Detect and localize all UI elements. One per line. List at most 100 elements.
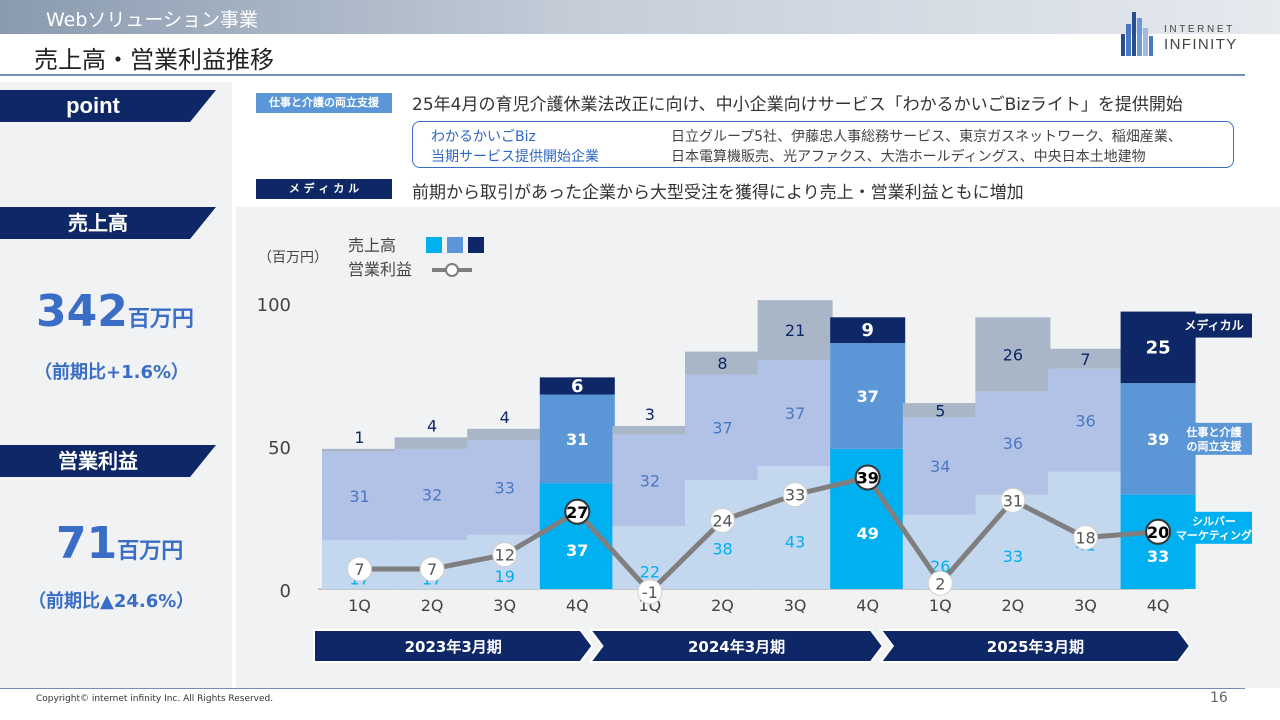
data-label-silver: 49 xyxy=(857,524,879,543)
data-label-medical: 6 xyxy=(571,376,584,397)
bar-segment xyxy=(1048,348,1123,369)
profit-value-label: 20 xyxy=(1147,523,1169,542)
x-tick-label: 1Q xyxy=(348,596,371,615)
data-label-silver: 37 xyxy=(566,541,588,560)
series-tag-label: の両立支援 xyxy=(1187,439,1243,453)
data-label-medical: 9 xyxy=(861,320,874,341)
data-label-silver: 26 xyxy=(930,557,950,576)
profit-value-label: 24 xyxy=(712,511,732,530)
bar-segment xyxy=(467,440,543,535)
period-label: 2024年3月期 xyxy=(688,638,785,656)
series-tag-box xyxy=(1176,511,1252,544)
profit-value-label: 39 xyxy=(857,468,879,487)
bar-segment xyxy=(685,374,760,481)
profit-value-label: 12 xyxy=(495,546,515,565)
x-tick-label: 2Q xyxy=(1002,596,1025,615)
bar-segment xyxy=(539,377,615,395)
data-label-care: 31 xyxy=(349,487,369,506)
bar-segment xyxy=(975,391,1051,495)
bar-segment xyxy=(394,437,470,449)
data-label-silver: 43 xyxy=(785,533,805,552)
data-label-care: 36 xyxy=(1003,434,1023,453)
data-label-medical: 3 xyxy=(645,405,655,424)
client-list-box: わかるかいごBiz 当期サービス提供開始企業 日立グループ5社、伊藤忠人事総務サ… xyxy=(412,121,1234,168)
data-label-care: 37 xyxy=(857,387,879,406)
x-tick-label: 3Q xyxy=(493,596,516,615)
logo-building-icon xyxy=(1121,12,1153,56)
bar-segment xyxy=(467,428,543,441)
operating-profit-value: 71 xyxy=(56,518,118,569)
x-tick-label: 4Q xyxy=(566,596,589,615)
profit-marker xyxy=(637,579,663,605)
bar-segment xyxy=(322,451,397,541)
profit-value-label: 31 xyxy=(1003,491,1023,510)
profit-marker xyxy=(710,507,735,533)
data-label-medical: 21 xyxy=(785,321,805,340)
data-label-care: 33 xyxy=(495,478,515,497)
bar-segment xyxy=(902,417,978,515)
profit-value-label: 2 xyxy=(935,574,945,593)
legend-sales-swatch xyxy=(426,237,442,253)
logo-text-line1: INTERNET xyxy=(1164,24,1235,35)
footer-divider xyxy=(0,688,1245,689)
x-tick-label: 4Q xyxy=(856,596,879,615)
data-label-care: 32 xyxy=(640,471,660,490)
profit-value-label: 7 xyxy=(354,560,364,579)
x-tick-label: 4Q xyxy=(1147,596,1170,615)
bar-segment xyxy=(612,526,688,589)
profit-marker xyxy=(492,542,518,568)
bar-segment xyxy=(830,343,906,449)
data-label-care: 34 xyxy=(930,457,950,476)
y-unit-label: （百万円） xyxy=(258,250,328,266)
operating-profit-total: 71百万円 xyxy=(56,518,183,569)
operating-profit-ratio: （前期比▲24.6%） xyxy=(28,591,195,612)
title-divider xyxy=(0,74,1245,76)
profit-marker xyxy=(1073,525,1098,551)
sales-value: 342 xyxy=(36,286,128,337)
profit-marker xyxy=(782,482,808,508)
series-tag-label: 仕事と介護 xyxy=(1186,425,1243,439)
client-box-label1: わかるかいごBiz xyxy=(431,129,536,145)
profit-value-label: 27 xyxy=(566,503,588,522)
series-tag-box xyxy=(1176,422,1252,455)
period-band xyxy=(313,629,594,663)
page-number: 16 xyxy=(1210,690,1228,706)
logo-text-line2: INFINITY xyxy=(1164,36,1238,53)
point-text-medical: 前期から取引があった企業から大型受注を獲得により売上・営業利益ともに増加 xyxy=(412,183,1024,203)
x-tick-label: 3Q xyxy=(1074,596,1097,615)
sales-tag: 売上高 xyxy=(0,207,216,239)
y-tick-label: 50 xyxy=(268,438,291,459)
data-label-silver: 38 xyxy=(712,540,732,559)
period-label: 2025年3月期 xyxy=(987,638,1084,656)
bar-segment xyxy=(902,403,978,418)
profit-marker xyxy=(927,570,953,596)
operating-profit-tag: 営業利益 xyxy=(0,445,216,477)
data-label-care: 37 xyxy=(785,404,805,423)
data-label-care: 31 xyxy=(566,430,588,449)
bar-segment xyxy=(757,300,833,361)
data-label-medical: 4 xyxy=(427,416,437,435)
data-label-medical: 8 xyxy=(717,354,727,373)
series-tag-box xyxy=(1176,313,1252,338)
y-tick-label: 100 xyxy=(257,295,291,316)
profit-marker xyxy=(1145,518,1172,545)
profit-marker xyxy=(564,498,591,525)
bar-segment xyxy=(612,425,688,435)
data-label-medical: 25 xyxy=(1146,337,1171,358)
y-tick-label: 0 xyxy=(280,581,291,602)
x-tick-label: 1Q xyxy=(929,596,952,615)
legend-sales-swatch xyxy=(447,237,463,253)
bar-segment xyxy=(685,351,760,375)
profit-value-label: 7 xyxy=(427,560,437,579)
bar-segment xyxy=(612,434,688,527)
series-tag-label: メディカル xyxy=(1184,318,1243,333)
sales-unit: 百万円 xyxy=(127,307,194,332)
legend-profit-marker xyxy=(445,263,459,277)
client-list-line2: 日本電算機販売、光アファクス、大浩ホールディングス、中央日本土地建物 xyxy=(671,149,1146,165)
data-label-medical: 1 xyxy=(354,428,364,447)
bar-segment xyxy=(685,480,760,589)
legend-profit-label: 営業利益 xyxy=(348,260,412,279)
profit-marker xyxy=(347,556,372,582)
period-label: 2023年3月期 xyxy=(405,638,502,656)
data-label-silver: 33 xyxy=(1147,547,1169,566)
